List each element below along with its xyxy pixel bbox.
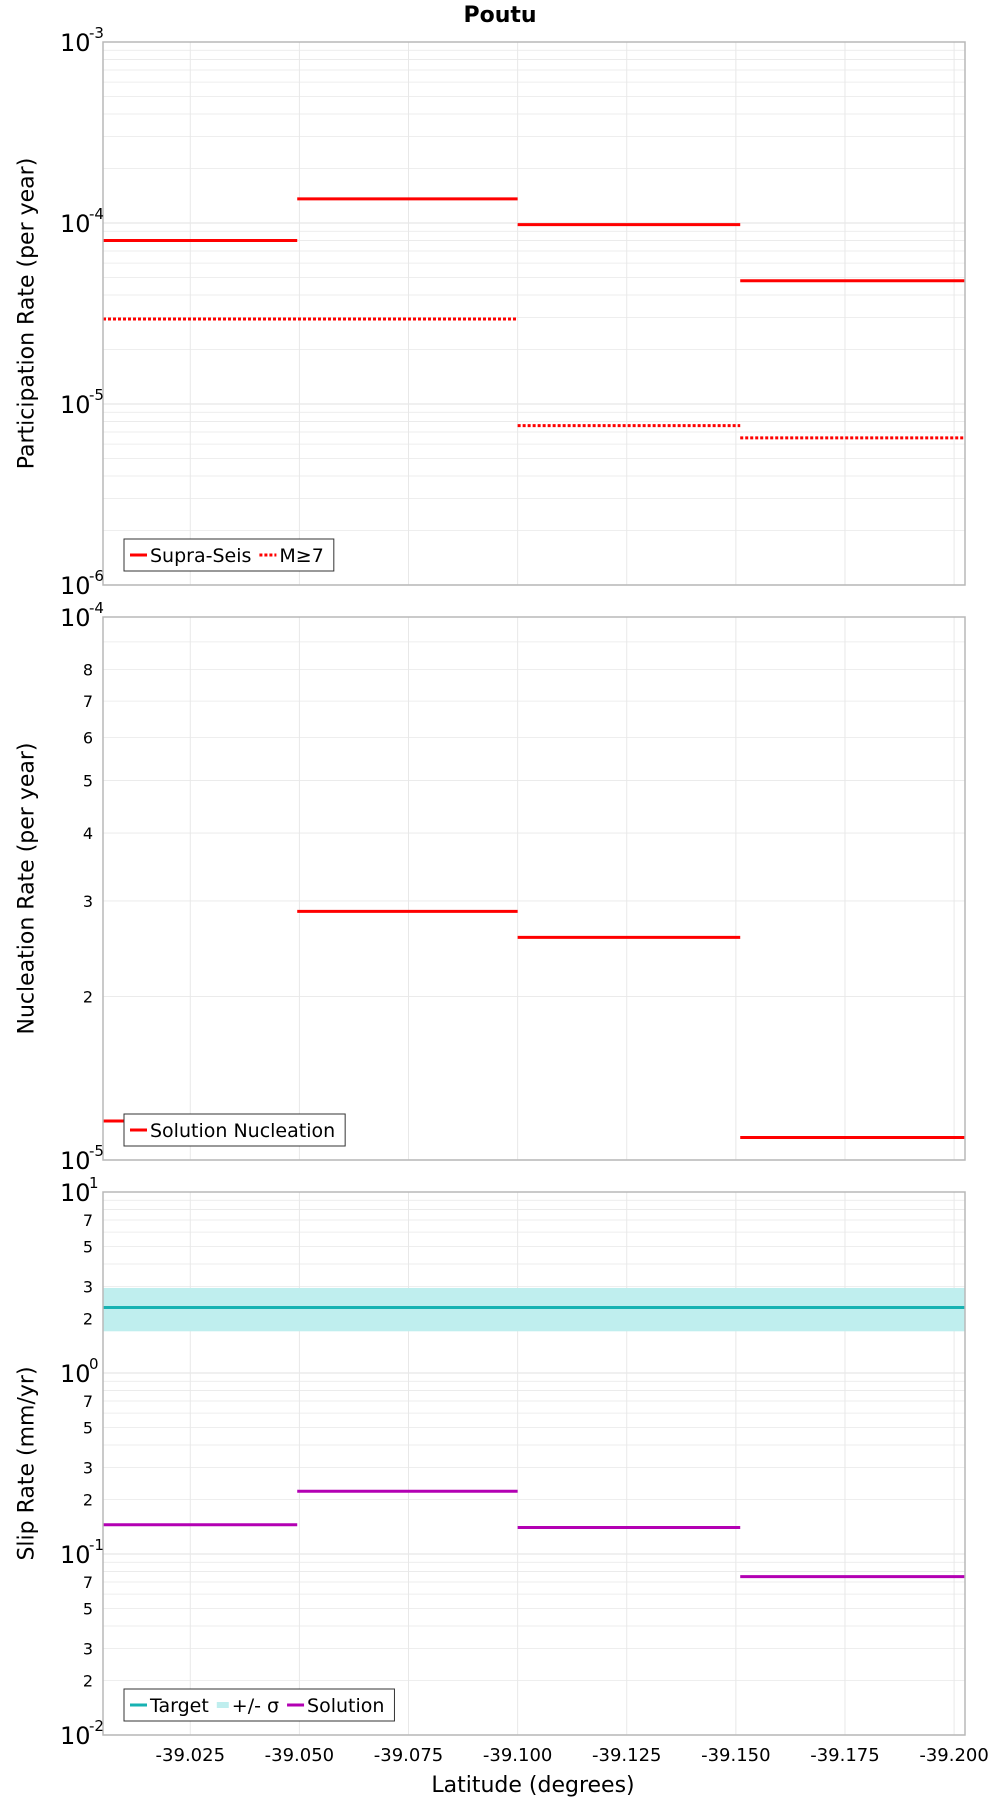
series-solution-nucleation <box>103 909 965 1140</box>
legend-box <box>123 538 335 572</box>
x-tick-label: -39.175 <box>810 1745 879 1766</box>
y-tick-base: 10 <box>60 572 91 600</box>
y-major-tick: 100 <box>60 1355 99 1388</box>
y-minor-tick-label: 5 <box>83 1418 93 1437</box>
y-tick-base: 10 <box>60 1722 91 1750</box>
y-minor-tick-label: 5 <box>83 1599 93 1618</box>
y-tick-exponent: -1 <box>89 1536 104 1554</box>
y-tick-base: 10 <box>60 391 91 419</box>
y-tick-base: 10 <box>60 1360 91 1388</box>
sigma-band <box>103 1287 965 1332</box>
y-minor-tick-label: 3 <box>83 1459 93 1478</box>
y-axis-label: Slip Rate (mm/yr) <box>15 1366 40 1560</box>
y-tick-exponent: -4 <box>89 599 104 617</box>
legend-entry: +/- σ <box>232 1695 279 1717</box>
y-tick-base: 10 <box>60 604 91 632</box>
y-minor-tick-label: 7 <box>83 1573 93 1592</box>
plot-frame <box>102 616 966 1161</box>
x-axis-label: Latitude (degrees) <box>431 1773 634 1798</box>
y-minor-tick-label: 8 <box>83 661 93 680</box>
y-axis-label: Participation Rate (per year) <box>15 158 40 470</box>
y-minor-tick-label: 2 <box>83 1672 93 1691</box>
y-tick-base: 10 <box>60 29 91 57</box>
legend: Solution Nucleation <box>123 1113 346 1147</box>
plot-frame <box>102 1191 966 1736</box>
legend-entry: M≥7 <box>279 545 323 567</box>
x-tick-label: -39.200 <box>919 1745 988 1766</box>
y-tick-base: 10 <box>60 1541 91 1569</box>
y-minor-tick-label: 4 <box>83 824 93 843</box>
x-tick-label: -39.100 <box>483 1745 552 1766</box>
legend: Target +/- σ Solution <box>123 1688 395 1722</box>
y-tick-exponent: -5 <box>89 1142 104 1160</box>
y-minor-tick-label: 2 <box>83 988 93 1007</box>
y-tick-exponent: 1 <box>89 1174 99 1192</box>
y-major-tick: 10-5 <box>60 1142 104 1175</box>
y-tick-exponent: -5 <box>89 386 104 404</box>
panel-1-grid <box>103 42 965 586</box>
y-tick-exponent: -3 <box>89 24 104 42</box>
series-supra-seis <box>103 197 965 283</box>
chart-title: Poutu <box>463 3 536 28</box>
panel-3-grid <box>103 1192 965 1736</box>
y-minor-tick-label: 2 <box>83 1491 93 1510</box>
y-minor-tick-label: 5 <box>83 771 93 790</box>
legend: Supra-Seis M≥7 <box>123 538 335 572</box>
legend-entry: Solution Nucleation <box>150 1120 335 1142</box>
y-tick-exponent: -2 <box>89 1717 104 1735</box>
legend-box <box>123 1113 346 1147</box>
x-tick-label: -39.075 <box>374 1745 443 1766</box>
x-tick-label: -39.050 <box>265 1745 334 1766</box>
y-major-tick: 10-3 <box>60 24 104 57</box>
y-minor-tick-label: 2 <box>83 1310 93 1329</box>
x-tick-label: -39.025 <box>156 1745 225 1766</box>
y-minor-tick-label: 3 <box>83 892 93 911</box>
y-minor-tick-label: 7 <box>83 1211 93 1230</box>
y-axis-label: Nucleation Rate (per year) <box>15 743 40 1035</box>
y-major-tick: 10-2 <box>60 1717 104 1750</box>
y-major-tick: 10-1 <box>60 1536 104 1569</box>
y-minor-tick-label: 5 <box>83 1237 93 1256</box>
y-major-tick: 101 <box>60 1174 99 1207</box>
panel-2-grid <box>103 617 965 1161</box>
y-tick-base: 10 <box>60 1179 91 1207</box>
y-minor-tick-label: 3 <box>83 1278 93 1297</box>
y-minor-tick-label: 7 <box>83 1392 93 1411</box>
y-tick-exponent: 0 <box>89 1355 99 1373</box>
y-tick-base: 10 <box>60 210 91 238</box>
y-major-tick: 10-6 <box>60 567 104 600</box>
legend-swatch <box>216 1702 229 1708</box>
series-solution <box>103 1489 965 1579</box>
series-m-7 <box>103 317 965 440</box>
x-tick-label: -39.125 <box>592 1745 661 1766</box>
y-major-tick: 10-5 <box>60 386 104 419</box>
y-tick-exponent: -4 <box>89 205 104 223</box>
y-minor-tick-label: 3 <box>83 1640 93 1659</box>
y-tick-exponent: -6 <box>89 567 104 585</box>
legend-entry: Target <box>149 1695 209 1717</box>
plot-frame <box>102 41 966 586</box>
y-tick-base: 10 <box>60 1147 91 1175</box>
legend-box <box>123 1688 395 1722</box>
y-major-tick: 10-4 <box>60 599 104 632</box>
y-minor-tick-label: 6 <box>83 728 93 747</box>
legend-entry: Supra-Seis <box>150 545 251 567</box>
legend-entry: Solution <box>307 1695 384 1717</box>
y-minor-tick-label: 7 <box>83 692 93 711</box>
x-tick-label: -39.150 <box>701 1745 770 1766</box>
y-major-tick: 10-4 <box>60 205 104 238</box>
